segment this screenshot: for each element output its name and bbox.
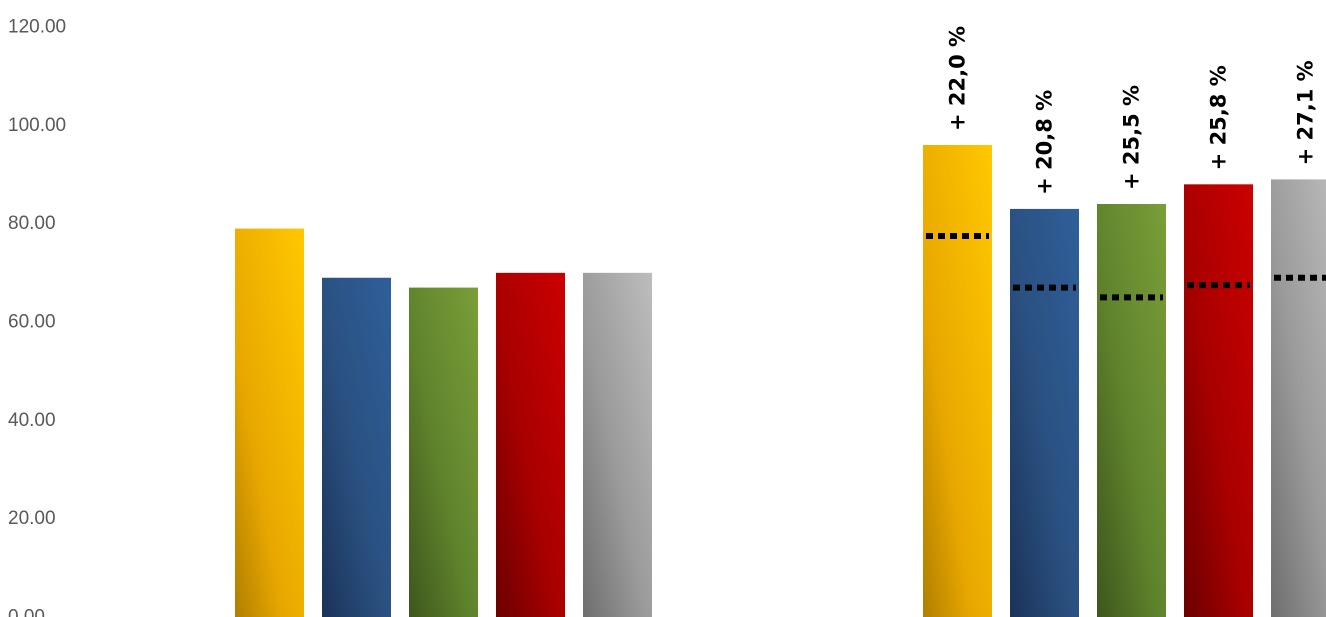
- y-axis: 0.00 20.00 40.00 60.00 80.00 100.00 120.00: [8, 17, 66, 617]
- data-label: + 22,0 %: [946, 26, 970, 131]
- y-tick-label: 0.00: [8, 607, 45, 617]
- data-label: + 25,8 %: [1207, 65, 1231, 170]
- reference-markers: [926, 232, 1326, 301]
- y-tick-label: 100.00: [8, 115, 66, 136]
- bar: [583, 272, 652, 617]
- y-tick-label: 120.00: [8, 17, 66, 38]
- y-tick-label: 80.00: [8, 213, 56, 234]
- bars: [235, 145, 1326, 617]
- data-labels: + 22,0 % + 20,8 % + 25,5 % + 25,8 % + 27,1 %: [946, 26, 1318, 195]
- bar: [923, 145, 992, 617]
- bar: [322, 277, 391, 617]
- bar: [496, 272, 565, 617]
- y-tick-label: 20.00: [8, 508, 56, 529]
- bar: [409, 287, 478, 617]
- bar: [235, 228, 304, 617]
- data-label: + 20,8 %: [1033, 90, 1057, 195]
- bar: [1010, 208, 1079, 617]
- y-tick-label: 40.00: [8, 410, 56, 431]
- bar: [1184, 184, 1253, 617]
- bar: [1097, 204, 1166, 617]
- bar: [1271, 179, 1326, 617]
- y-tick-label: 60.00: [8, 312, 56, 333]
- data-label: + 25,5 %: [1120, 85, 1144, 190]
- data-label: + 27,1 %: [1294, 60, 1318, 165]
